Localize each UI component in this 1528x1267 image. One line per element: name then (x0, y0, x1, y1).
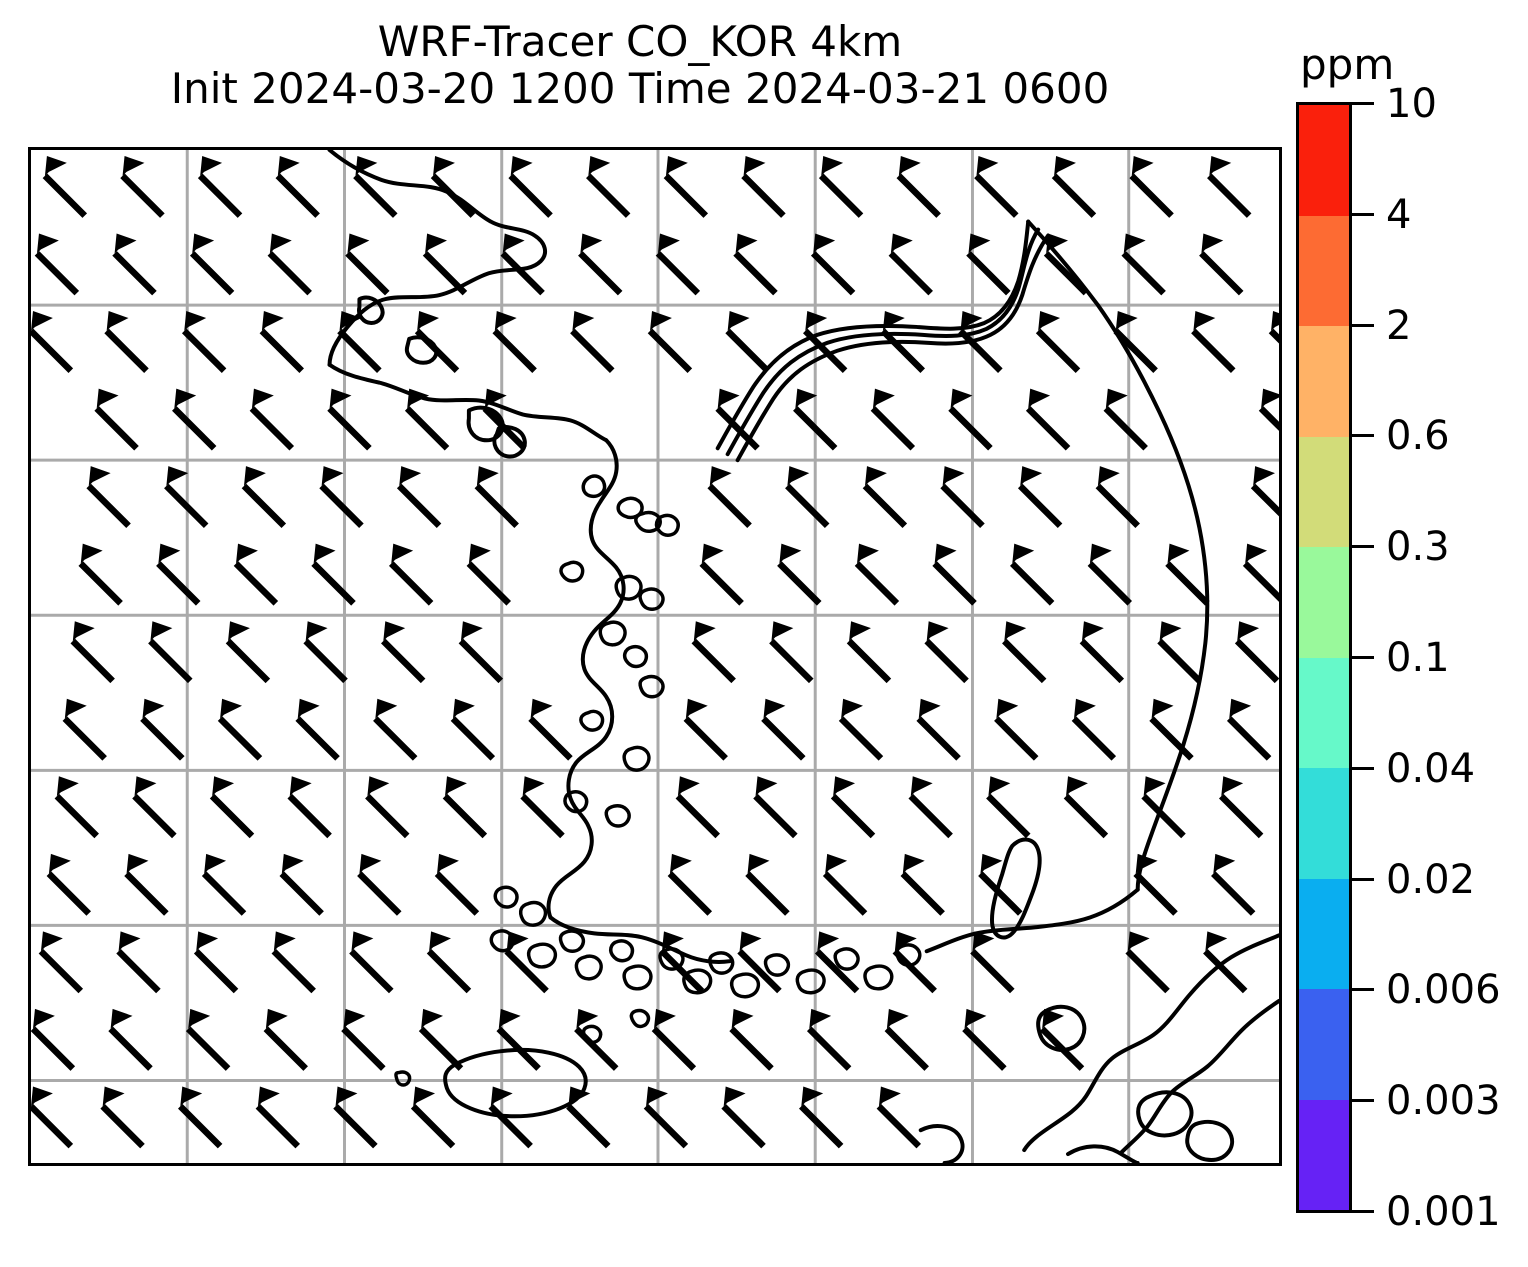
colorbar-unit-label: ppm (1300, 40, 1395, 89)
colorbar-band-3 (1299, 436, 1349, 547)
tick-mark-icon (1352, 655, 1374, 659)
colorbar-band-5 (1299, 657, 1349, 768)
tick-mark-icon (1352, 987, 1374, 991)
colorbar-tick-label: 0.003 (1386, 1078, 1501, 1124)
map-canvas (31, 150, 1279, 1163)
title-line-1: WRF-Tracer CO_KOR 4km (377, 17, 903, 66)
tick-mark-icon (1352, 323, 1374, 327)
colorbar-band-9 (1299, 1099, 1349, 1210)
colorbar-tick-label: 10 (1386, 81, 1437, 127)
tick-mark-icon (1352, 544, 1374, 548)
tick-mark-icon (1352, 1209, 1374, 1213)
colorbar-band-0 (1299, 105, 1349, 216)
colorbar-band-8 (1299, 989, 1349, 1100)
colorbar-tick-label: 0.001 (1386, 1189, 1501, 1235)
map-plot-area (28, 147, 1282, 1166)
tick-mark-icon (1352, 1098, 1374, 1102)
colorbar-band-7 (1299, 878, 1349, 989)
colorbar-tick-label: 2 (1386, 303, 1412, 349)
colorbar-band-1 (1299, 215, 1349, 326)
colorbar-tick-label: 0.006 (1386, 967, 1501, 1013)
colorbar-tick-label: 0.02 (1386, 857, 1476, 903)
colorbar-tick-label: 0.1 (1386, 635, 1450, 681)
colorbar-tick-label: 0.04 (1386, 746, 1476, 792)
colorbar[interactable] (1296, 102, 1352, 1213)
colorbar-tick-label: 0.6 (1386, 413, 1450, 459)
tick-mark-icon (1352, 877, 1374, 881)
tick-mark-icon (1352, 766, 1374, 770)
tick-mark-icon (1352, 433, 1374, 437)
colorbar-tick-label: 4 (1386, 192, 1412, 238)
colorbar-tick-labels: 10 4 2 0.6 0.3 0.1 0.04 0.02 0.006 0.003 0.001 (1352, 81, 1528, 1235)
coastline-layer (327, 150, 1279, 1163)
lat-lon-gridlines (31, 150, 1279, 1163)
colorbar-band-4 (1299, 547, 1349, 658)
colorbar-band-6 (1299, 768, 1349, 879)
tick-mark-icon (1352, 101, 1374, 105)
colorbar-band-2 (1299, 326, 1349, 437)
page-title: WRF-Tracer CO_KOR 4km Init 2024-03-20 12… (0, 18, 1280, 112)
title-line-2: Init 2024-03-20 1200 Time 2024-03-21 060… (170, 64, 1110, 114)
colorbar-tick-label: 0.3 (1386, 524, 1450, 570)
tick-mark-icon (1352, 212, 1374, 216)
